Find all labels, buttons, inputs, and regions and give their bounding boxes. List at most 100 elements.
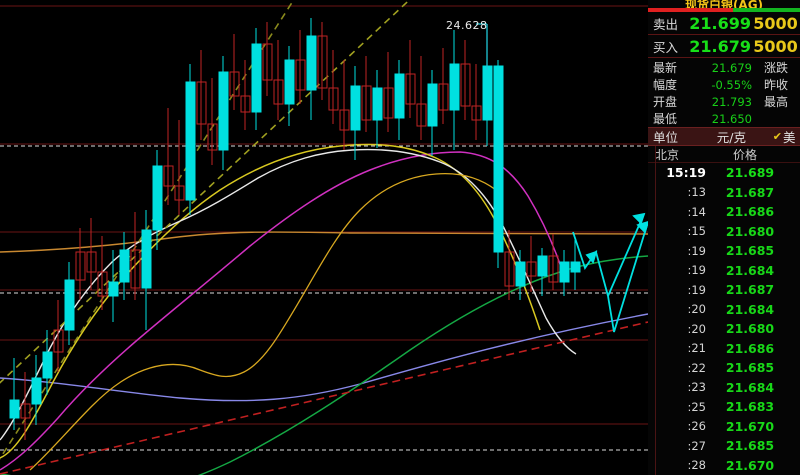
forecast-arrows xyxy=(572,212,648,333)
unit-label: 单位 xyxy=(653,130,679,145)
stat-label-last: 最新 xyxy=(653,61,678,75)
tick-time: :19 xyxy=(687,263,706,278)
candlestick-series xyxy=(9,18,581,440)
tick-price: 21.684 xyxy=(725,379,775,395)
tick-row[interactable]: :22 21.685 xyxy=(648,358,800,378)
stat-row-open: 开盘 21.793 最高 xyxy=(648,93,800,110)
tick-time: :26 xyxy=(687,419,706,434)
ticklist-header-time: 北京 xyxy=(655,147,680,162)
unit-alt-option[interactable]: 美 xyxy=(783,130,796,145)
ma-yellow-line xyxy=(0,143,541,459)
buy-quote-row[interactable]: 买入 21.679 5000 xyxy=(648,35,800,58)
ma-white-line xyxy=(0,148,577,441)
tick-list[interactable]: 15:19 21.689:13 21.687:14 21.686:15 21.680:1… xyxy=(648,163,800,475)
sell-volume: 5000 xyxy=(753,13,798,33)
unit-selector-row[interactable]: 单位 元/克 ✔ 美 xyxy=(648,127,800,146)
instrument-title: 现货白银(AG) xyxy=(684,0,764,11)
tick-row[interactable]: :28 21.670 xyxy=(648,456,800,475)
check-icon: ✔ xyxy=(772,130,782,143)
tick-price: 21.687 xyxy=(725,184,775,200)
tick-row[interactable]: 15:19 21.689 xyxy=(648,163,800,183)
stat-value-open: 21.793 xyxy=(711,94,752,109)
tick-row[interactable]: :20 21.680 xyxy=(648,319,800,339)
tick-row[interactable]: :23 21.684 xyxy=(648,378,800,398)
tick-time: :20 xyxy=(687,321,706,336)
ask-bar-segment xyxy=(648,8,734,12)
horizontal-reference-lines xyxy=(0,5,648,425)
tick-time: :27 xyxy=(687,438,706,453)
ma-short-yellow-line xyxy=(29,172,497,471)
tick-row[interactable]: :14 21.686 xyxy=(648,202,800,222)
tick-row[interactable]: :19 21.687 xyxy=(648,280,800,300)
tick-time: :23 xyxy=(687,380,706,395)
horizontal-dashed-lines xyxy=(0,145,648,451)
tick-time: :14 xyxy=(687,204,706,219)
ticklist-header-price: 价格 xyxy=(732,147,757,162)
tick-time: :28 xyxy=(687,458,706,473)
stat-label-open: 开盘 xyxy=(653,95,678,109)
quote-panel: 现货白银(AG) 卖出 21.699 5000 买入 21.679 5000 最… xyxy=(648,0,800,475)
tick-row[interactable]: :25 21.683 xyxy=(648,397,800,417)
price-chart[interactable]: 24.628 xyxy=(0,0,648,475)
stat-row-last: 最新 21.679 涨跌 xyxy=(648,59,800,76)
tick-price: 21.670 xyxy=(725,457,775,473)
tick-price: 21.680 xyxy=(725,321,775,337)
tick-time: :21 xyxy=(687,341,706,356)
tick-price: 21.685 xyxy=(725,360,775,376)
tick-price: 21.684 xyxy=(725,262,775,278)
sell-label: 卖出 xyxy=(653,16,679,32)
tick-time: :19 xyxy=(687,282,706,297)
price-annotation-pointer xyxy=(476,23,488,70)
trendline-dashed-yellow xyxy=(0,0,411,384)
ma-green-line xyxy=(0,255,648,475)
stat-label-change-pct: 幅度 xyxy=(653,78,678,92)
ticklist-header: 北京 价格 xyxy=(648,146,800,163)
tick-row[interactable]: :19 21.685 xyxy=(648,241,800,261)
stat-value-low: 21.650 xyxy=(711,111,752,126)
tick-row[interactable]: :15 21.680 xyxy=(648,222,800,242)
stat-value-change-pct: -0.55% xyxy=(711,77,752,92)
tick-row[interactable]: :13 21.687 xyxy=(648,183,800,203)
buy-label: 买入 xyxy=(653,39,679,55)
tick-price: 21.680 xyxy=(725,223,775,239)
tick-price: 21.689 xyxy=(725,165,775,181)
tick-time: :22 xyxy=(687,360,706,375)
tick-price: 21.685 xyxy=(725,243,775,259)
stat-row-change-pct: 幅度 -0.55% 昨收 xyxy=(648,76,800,93)
tick-price: 21.685 xyxy=(725,438,775,454)
tick-price: 21.686 xyxy=(725,340,775,356)
tick-price: 21.683 xyxy=(725,399,775,415)
tick-price: 21.684 xyxy=(725,301,775,317)
tick-price: 21.687 xyxy=(725,282,775,298)
price-annotation-label: 24.628 xyxy=(446,19,488,32)
tick-row[interactable]: :20 21.684 xyxy=(648,300,800,320)
tick-row[interactable]: :19 21.684 xyxy=(648,261,800,281)
tick-row[interactable]: :26 21.670 xyxy=(648,417,800,437)
tick-row[interactable]: :27 21.685 xyxy=(648,436,800,456)
ma-violet-line xyxy=(0,313,648,402)
stat-label-low: 最低 xyxy=(653,112,678,126)
ticklist-column-divider xyxy=(655,146,656,475)
stat-right-change: 涨跌 xyxy=(763,61,788,75)
tick-time: :20 xyxy=(687,302,706,317)
ma-magenta-line xyxy=(0,151,567,471)
bid-ask-color-bar xyxy=(648,8,800,12)
unit-value: 元/克 xyxy=(716,130,746,145)
tick-time: :25 xyxy=(687,399,706,414)
stat-value-last: 21.679 xyxy=(711,60,752,75)
tick-price: 21.686 xyxy=(725,204,775,220)
sell-quote-row[interactable]: 卖出 21.699 5000 xyxy=(648,12,800,35)
tick-row[interactable]: :21 21.686 xyxy=(648,339,800,359)
tick-time: :19 xyxy=(687,243,706,258)
sell-price: 21.699 xyxy=(689,13,751,33)
tick-price: 21.670 xyxy=(725,418,775,434)
tick-time: 15:19 xyxy=(666,165,706,181)
stat-row-low: 最低 21.650 xyxy=(648,110,800,127)
buy-volume: 5000 xyxy=(753,36,798,56)
stat-right-prev-close: 昨收 xyxy=(763,78,788,92)
tick-time: :15 xyxy=(687,224,706,239)
buy-price: 21.679 xyxy=(689,36,751,56)
bid-bar-segment xyxy=(733,8,800,12)
panel-title-bar: 现货白银(AG) xyxy=(648,0,800,11)
tick-time: :13 xyxy=(687,185,706,200)
